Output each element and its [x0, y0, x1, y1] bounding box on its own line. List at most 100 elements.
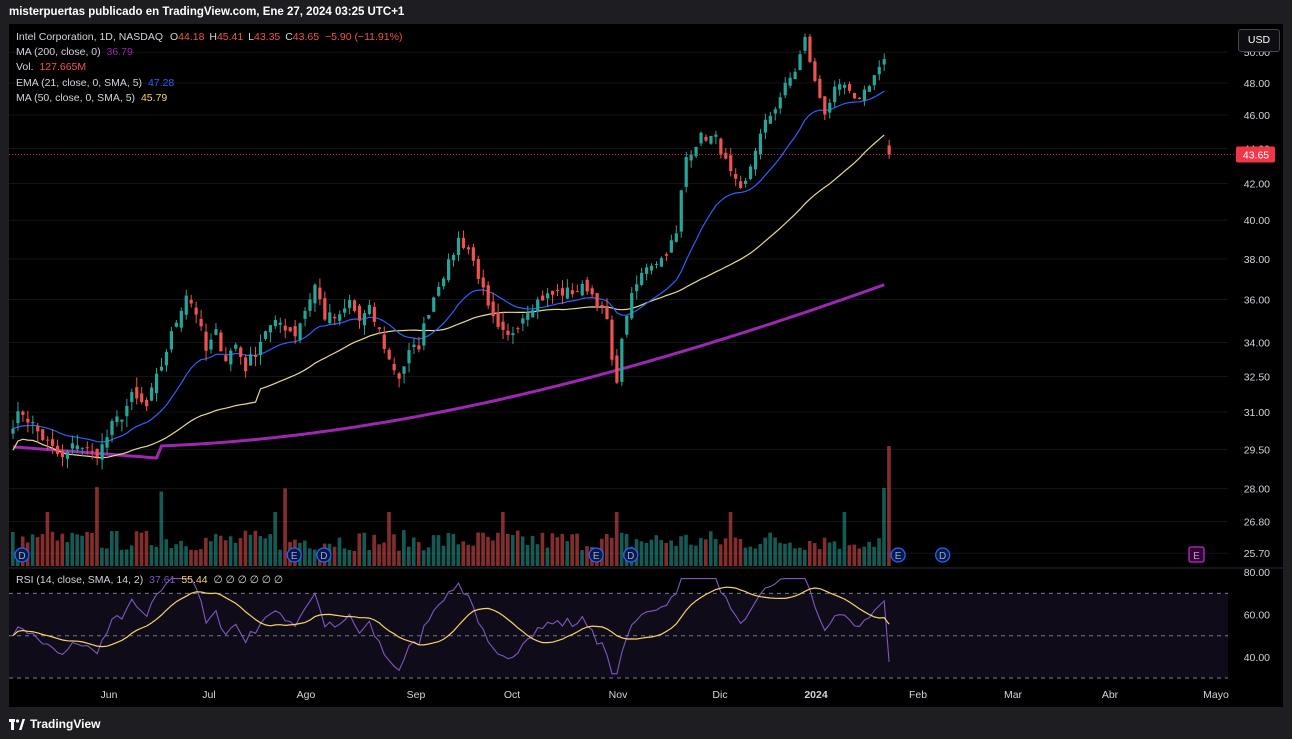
volume-bar: [807, 541, 812, 566]
price-tick-label: 34.00: [1244, 338, 1270, 350]
candle: [70, 435, 74, 456]
candle: [887, 139, 891, 159]
volume-bar: [565, 541, 569, 566]
candle-body: [447, 259, 451, 281]
candle: [338, 310, 342, 326]
volume-bar: [525, 545, 530, 566]
candle-body: [620, 338, 624, 382]
candle-body: [867, 86, 871, 92]
legend-ma50-row[interactable]: MA (50, close, 0, SMA, 5) 45.79: [16, 92, 167, 104]
volume-bar: [268, 534, 272, 566]
volume-bar: [496, 532, 500, 566]
volume-bar: [614, 512, 619, 566]
volume-bar: [476, 532, 480, 566]
volume-bar: [501, 512, 505, 566]
candle: [724, 148, 728, 160]
candle-body: [209, 339, 213, 350]
candle-body: [729, 155, 733, 172]
volume-bar: [149, 545, 154, 566]
volume-bar: [545, 547, 550, 566]
candle-body: [348, 300, 352, 308]
candle-body: [412, 344, 416, 348]
legend-ema21-value: 47.28: [147, 77, 175, 89]
volume-bar: [718, 544, 723, 566]
candle-body: [744, 180, 748, 184]
volume-bar: [798, 547, 802, 566]
candle: [699, 131, 703, 147]
candle-body: [115, 416, 119, 422]
volume-bar: [753, 548, 758, 566]
volume-bar: [228, 536, 233, 566]
candle-body: [407, 350, 411, 364]
volume-bar: [520, 536, 525, 566]
tradingview-brand-text: TradingView: [30, 717, 101, 731]
candle: [739, 175, 743, 190]
volume-bar: [827, 542, 832, 566]
legend-ema21-row[interactable]: EMA (21, close, 0, SMA, 5) 47.28: [16, 77, 174, 89]
candle-body: [664, 254, 668, 256]
candle-body: [456, 237, 461, 255]
volume-bar: [347, 549, 352, 566]
candle: [36, 422, 40, 443]
candle-body: [372, 306, 376, 322]
candle-body: [724, 152, 728, 159]
marker-circle: [588, 547, 604, 563]
volume-bar: [85, 531, 89, 566]
volume-bar: [263, 538, 268, 566]
volume-bar: [793, 548, 797, 566]
marker-letter: E: [895, 551, 902, 562]
volume-bar: [704, 539, 708, 566]
tradingview-brand[interactable]: TradingView: [9, 717, 100, 731]
candle: [174, 319, 178, 328]
price-tick-label: 40.00: [1244, 215, 1270, 227]
volume-bar: [75, 534, 79, 566]
candle-body: [367, 304, 371, 315]
volume-bar: [872, 546, 876, 566]
volume-bar: [441, 545, 446, 566]
candle: [635, 275, 639, 300]
candle-body: [95, 448, 99, 457]
candle: [214, 323, 218, 336]
candle-body: [169, 331, 173, 350]
candle-body: [338, 314, 342, 321]
candle: [555, 283, 560, 297]
volume-bar: [248, 534, 253, 566]
candle: [466, 244, 470, 255]
legend-volume-row[interactable]: Vol. 127.665M: [16, 61, 86, 73]
volume-bar: [887, 446, 891, 566]
candle-body: [392, 364, 396, 371]
candle: [877, 60, 881, 81]
rsi-tick-label: 80.00: [1244, 567, 1270, 579]
candle: [239, 346, 243, 365]
candle-body: [219, 332, 223, 352]
candle: [318, 278, 322, 306]
volume-bar: [852, 544, 857, 566]
time-axis: Jun Jul Ago Sep Oct Nov Dic 2024 Feb Mar Abr Mayo: [101, 689, 1229, 701]
candle: [145, 397, 149, 412]
legend-close-label: C: [285, 31, 293, 43]
candle-body: [798, 54, 802, 71]
candle-body: [437, 286, 441, 296]
marker-letter: E: [593, 551, 600, 562]
volume-bar: [199, 549, 203, 566]
candle: [560, 280, 565, 305]
volume-bar: [778, 542, 782, 566]
marker-circle: [316, 547, 332, 563]
legend-ma200-row[interactable]: MA (200, close, 0) 36.79: [16, 46, 133, 58]
volume-bar: [218, 535, 223, 566]
candle-body: [268, 325, 272, 333]
volume-bar: [382, 542, 386, 566]
volume-bar: [555, 537, 560, 566]
volume-bar: [411, 537, 416, 566]
candle: [357, 303, 362, 329]
currency-button[interactable]: USD: [1238, 29, 1280, 52]
candle-body: [51, 439, 55, 446]
volume-bar: [649, 539, 654, 566]
legend-rsi-row[interactable]: RSI (14, close, SMA, 14, 2) 37.61 55.44 …: [16, 574, 283, 586]
volume-bar: [243, 530, 248, 566]
volume-bar: [733, 537, 738, 566]
earnings-marker: E: [286, 547, 302, 563]
time-tick-label: Dic: [712, 689, 727, 701]
candle: [471, 243, 475, 267]
